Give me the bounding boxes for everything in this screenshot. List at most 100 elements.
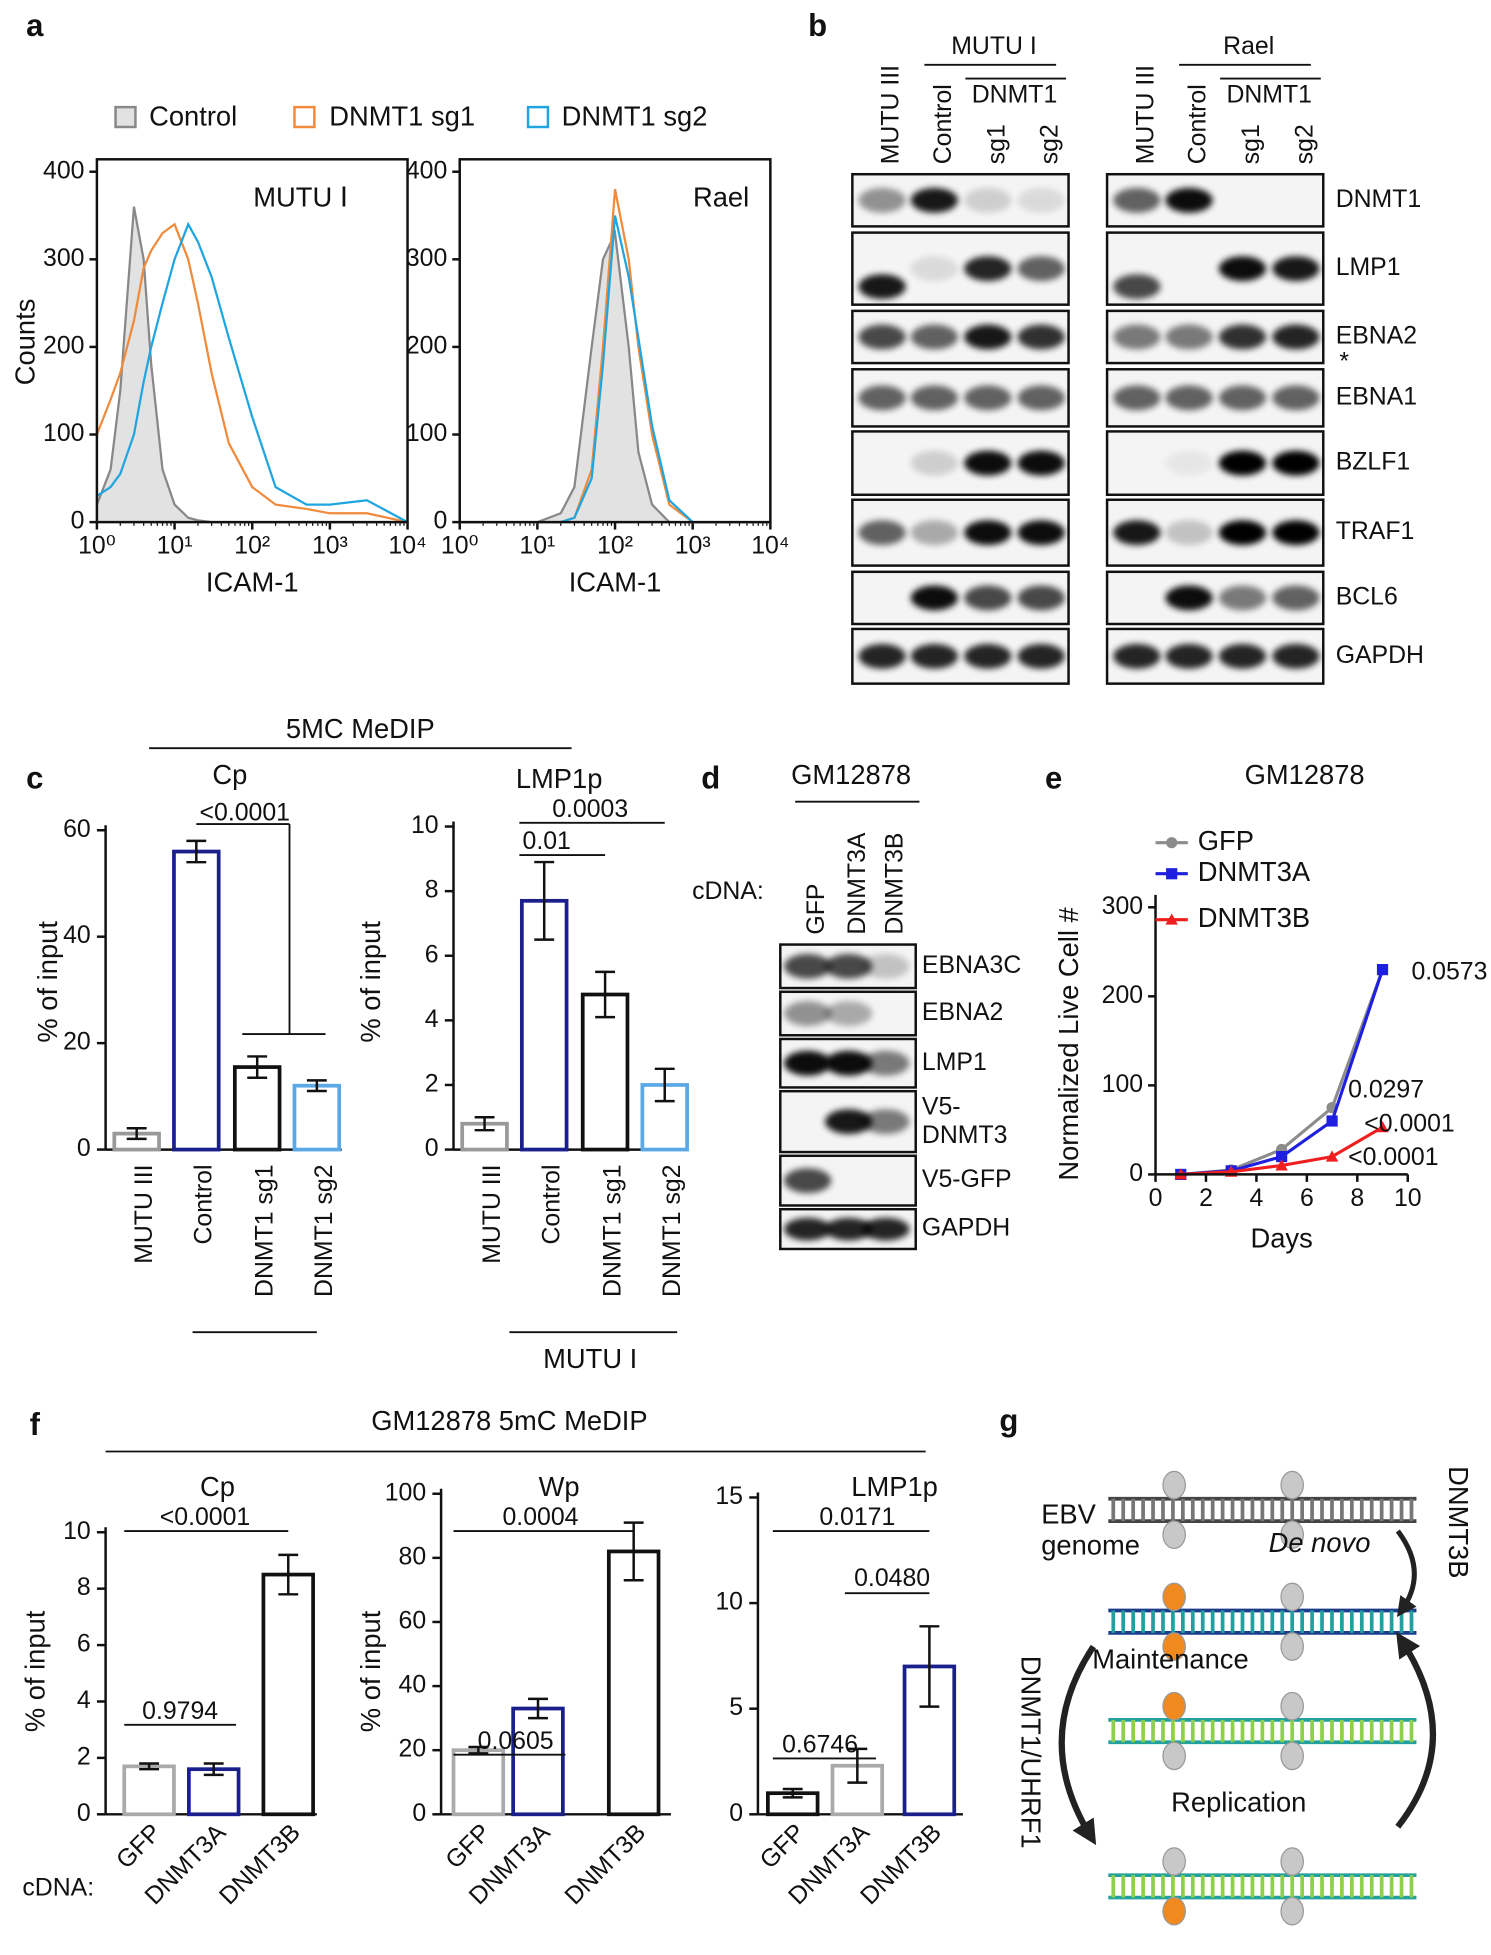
x-axis-label: ICAM-1 [569, 566, 662, 597]
x-tick-label: Control [191, 1164, 218, 1244]
y-tick-label: 40 [63, 922, 91, 949]
band [1165, 187, 1213, 213]
error-bar [782, 1787, 803, 1799]
x-axis-label: ICAM-1 [206, 566, 299, 597]
y-tick-label: 200 [43, 332, 84, 359]
band [1165, 385, 1213, 411]
panel-label: f [30, 1407, 41, 1442]
band [784, 1168, 832, 1194]
legend-label: DNMT3B [1198, 902, 1310, 933]
band [910, 520, 958, 546]
x-tick-label: DNMT1 sg2 [659, 1164, 686, 1296]
panel-label: b [808, 8, 827, 43]
x-tick-label: Control [538, 1164, 565, 1244]
band [1017, 585, 1065, 611]
band [1113, 520, 1161, 546]
methyl-group [1280, 1520, 1305, 1550]
methyl-group [1162, 1691, 1186, 1721]
band [1272, 385, 1320, 411]
x-tick-label: 10³ [675, 533, 711, 560]
methyl-group [1162, 1520, 1186, 1550]
group-label: DNMT1 [1226, 81, 1312, 108]
chart-title: Cp [212, 759, 247, 790]
plot-frame [458, 158, 772, 524]
protein-label: DNMT1 [1336, 186, 1422, 213]
error-bar [306, 1079, 327, 1093]
arrow [1395, 1632, 1436, 1829]
band [1165, 324, 1213, 350]
y-tick-label: 300 [43, 245, 84, 272]
marker [1376, 964, 1389, 976]
x-tick-label: DNMT3B [560, 1819, 651, 1910]
band [910, 385, 958, 411]
band [862, 1109, 910, 1135]
y-tick-label: 0 [77, 1800, 91, 1827]
p-value: 0.0605 [478, 1728, 554, 1755]
marker [1325, 1150, 1339, 1162]
legend-marker [1166, 868, 1178, 880]
bar [122, 1764, 176, 1817]
methyl-group [1162, 1741, 1186, 1771]
y-tick-label: 0 [71, 508, 85, 535]
band [1272, 450, 1320, 476]
y-axis-label: Counts [10, 299, 41, 386]
bar [232, 1065, 282, 1152]
marker [1326, 1115, 1338, 1127]
group-label: MUTU I [543, 1343, 637, 1374]
area [459, 233, 771, 523]
diagram-label: DNMT3B [1443, 1466, 1474, 1578]
band [910, 450, 958, 476]
band [1272, 585, 1320, 611]
y-tick-label: 0 [1129, 1160, 1143, 1187]
y-tick-label: 6 [77, 1631, 91, 1658]
y-axis-label: % of input [19, 1610, 50, 1732]
panel-label: a [26, 8, 44, 43]
chart-title: Cp [200, 1471, 235, 1502]
band [1165, 520, 1213, 546]
x-axis-label: Days [1251, 1222, 1313, 1253]
plot-annotation: Rael [693, 181, 749, 212]
x-tick-label: GFP [111, 1819, 166, 1874]
error-bar [203, 1762, 224, 1777]
y-tick-label: 60 [399, 1608, 427, 1635]
band [964, 585, 1012, 611]
protein-label: BCL6 [1336, 583, 1398, 610]
y-tick-label: 0 [77, 1135, 91, 1162]
y-tick-label: 8 [77, 1574, 91, 1601]
band [825, 1109, 873, 1135]
group-label: GM12878 5mC MeDIP [371, 1405, 647, 1436]
error-bar [278, 1553, 299, 1596]
legend-swatch [114, 105, 137, 129]
lane-label: MUTU III [878, 65, 905, 164]
band [858, 520, 906, 546]
x-tick-label: 10 [1394, 1185, 1422, 1212]
protein-label: DNMT3 [922, 1122, 1008, 1149]
band [910, 324, 958, 350]
chart-title: Wp [539, 1471, 580, 1502]
band [1218, 585, 1267, 611]
p-value: <0.0001 [1348, 1144, 1438, 1171]
p-value: <0.0001 [160, 1504, 250, 1531]
series-line [96, 221, 409, 524]
lane-label: GFP [803, 884, 830, 935]
y-tick-label: 400 [406, 157, 447, 184]
band [825, 1217, 873, 1241]
y-tick-label: 300 [406, 245, 447, 272]
band [1017, 385, 1065, 411]
error-bar [528, 1697, 548, 1720]
band [1113, 187, 1161, 213]
band [784, 1050, 832, 1076]
y-tick-label: 100 [43, 420, 84, 447]
chart-title: LMP1p [516, 763, 603, 794]
x-tick-label: GFP [755, 1819, 810, 1874]
band [1272, 324, 1320, 350]
marker [1275, 1159, 1288, 1171]
error-bar [847, 1747, 868, 1784]
x-tick-label: 10⁰ [78, 533, 116, 560]
band [1272, 520, 1320, 546]
band [1017, 643, 1065, 669]
y-tick-label: 4 [77, 1687, 91, 1714]
error-bar [474, 1116, 495, 1132]
error-bar [595, 970, 616, 1019]
